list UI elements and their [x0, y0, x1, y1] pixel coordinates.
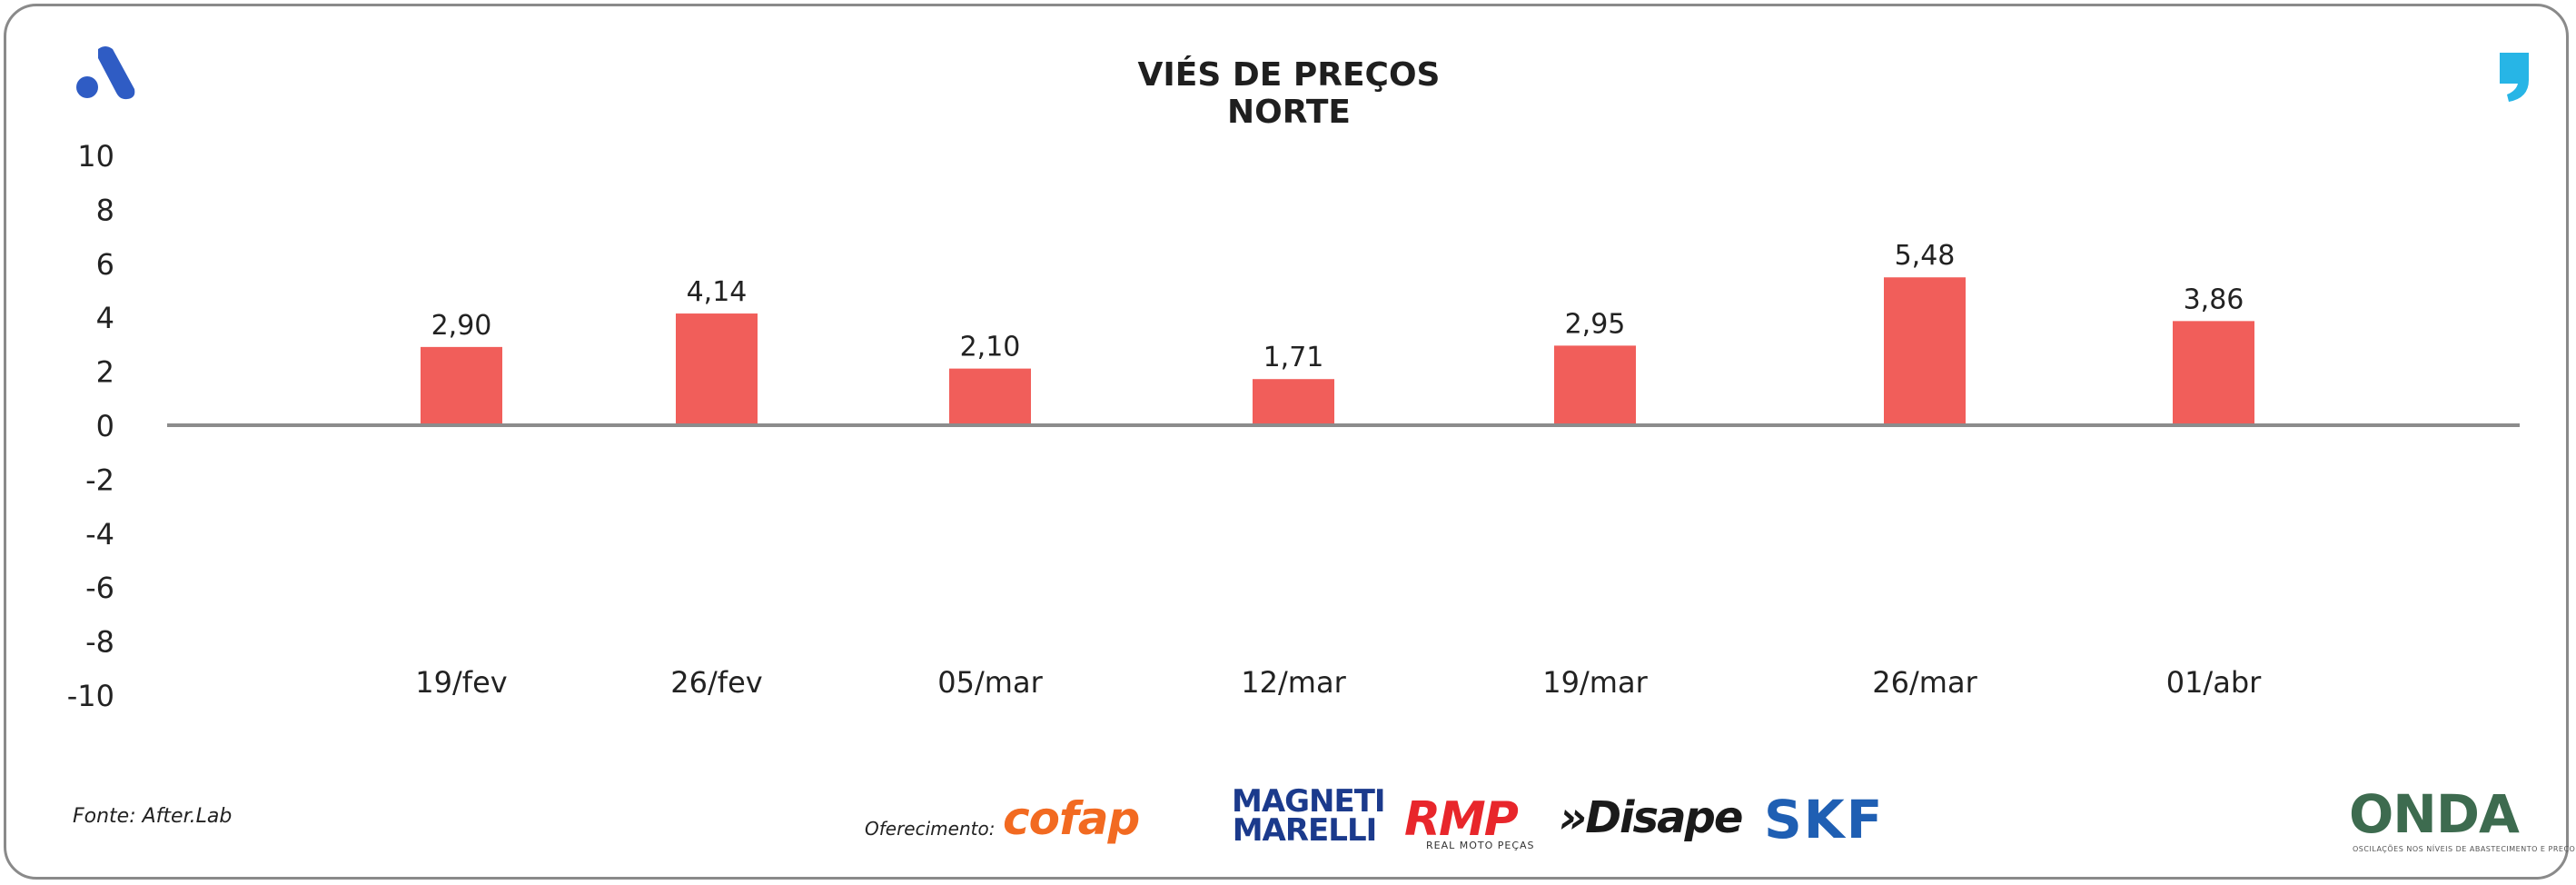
magneti-marelli-text: MAGNETI MARELLI — [1232, 783, 1386, 849]
bar — [2173, 321, 2254, 425]
disape-logo: »Disape — [1559, 792, 1743, 843]
data-label: 4,14 — [687, 276, 748, 308]
rmp-subtitle: REAL MOTO PEÇAS — [1426, 840, 1535, 851]
a-logo-icon — [76, 46, 135, 100]
x-tick-label: 26/mar — [1872, 665, 1977, 700]
bar — [421, 346, 502, 425]
data-label: 2,90 — [431, 310, 492, 342]
source-note: Fonte: After.Lab — [73, 805, 233, 828]
data-label: 3,86 — [2184, 283, 2244, 315]
y-tick-label: -2 — [85, 462, 114, 497]
y-tick-label: -6 — [85, 571, 114, 605]
y-tick-label: 0 — [96, 409, 114, 443]
bar — [1253, 379, 1334, 425]
x-tick-label: 05/mar — [937, 665, 1043, 700]
cofap-logo: cofap — [1003, 792, 1140, 845]
onda-subtitle: OSCILAÇÕES NOS NÍVEIS DE ABASTECIMENTO E… — [2353, 845, 2576, 853]
bar — [676, 313, 758, 425]
x-tick-label: 19/mar — [1542, 665, 1648, 700]
magneti-marelli-logo: MAGNETI MARELLI — [1232, 786, 1386, 846]
onda-logo: ONDA — [2349, 783, 2520, 845]
comma-logo-icon — [2500, 53, 2529, 102]
bar — [1884, 277, 1966, 425]
offer-label: Oferecimento: — [865, 818, 996, 840]
bar — [1554, 345, 1636, 425]
y-tick-label: 2 — [96, 355, 114, 390]
bar — [949, 368, 1031, 425]
rmp-logo: RMP — [1404, 792, 1519, 847]
skf-logo: SKF — [1764, 789, 1885, 850]
x-tick-label: 01/abr — [2166, 665, 2262, 700]
y-tick-label: 6 — [96, 247, 114, 282]
y-tick-label: 8 — [96, 193, 114, 227]
data-label: 1,71 — [1263, 342, 1324, 373]
y-tick-label: -4 — [85, 517, 114, 552]
data-label: 5,48 — [1895, 240, 1956, 272]
y-tick-label: -10 — [67, 679, 114, 713]
data-label: 2,10 — [960, 332, 1021, 363]
y-tick-label: -8 — [85, 625, 114, 660]
chart-title: VIÉS DE PREÇOS NORTE — [1137, 56, 1441, 131]
y-tick-label: 4 — [96, 301, 114, 335]
x-tick-label: 19/fev — [415, 665, 507, 700]
x-tick-label: 12/mar — [1241, 665, 1346, 700]
data-label: 2,95 — [1565, 308, 1626, 340]
chart-frame — [4, 4, 2569, 880]
y-tick-label: 10 — [77, 139, 114, 174]
x-tick-label: 26/fev — [670, 665, 762, 700]
